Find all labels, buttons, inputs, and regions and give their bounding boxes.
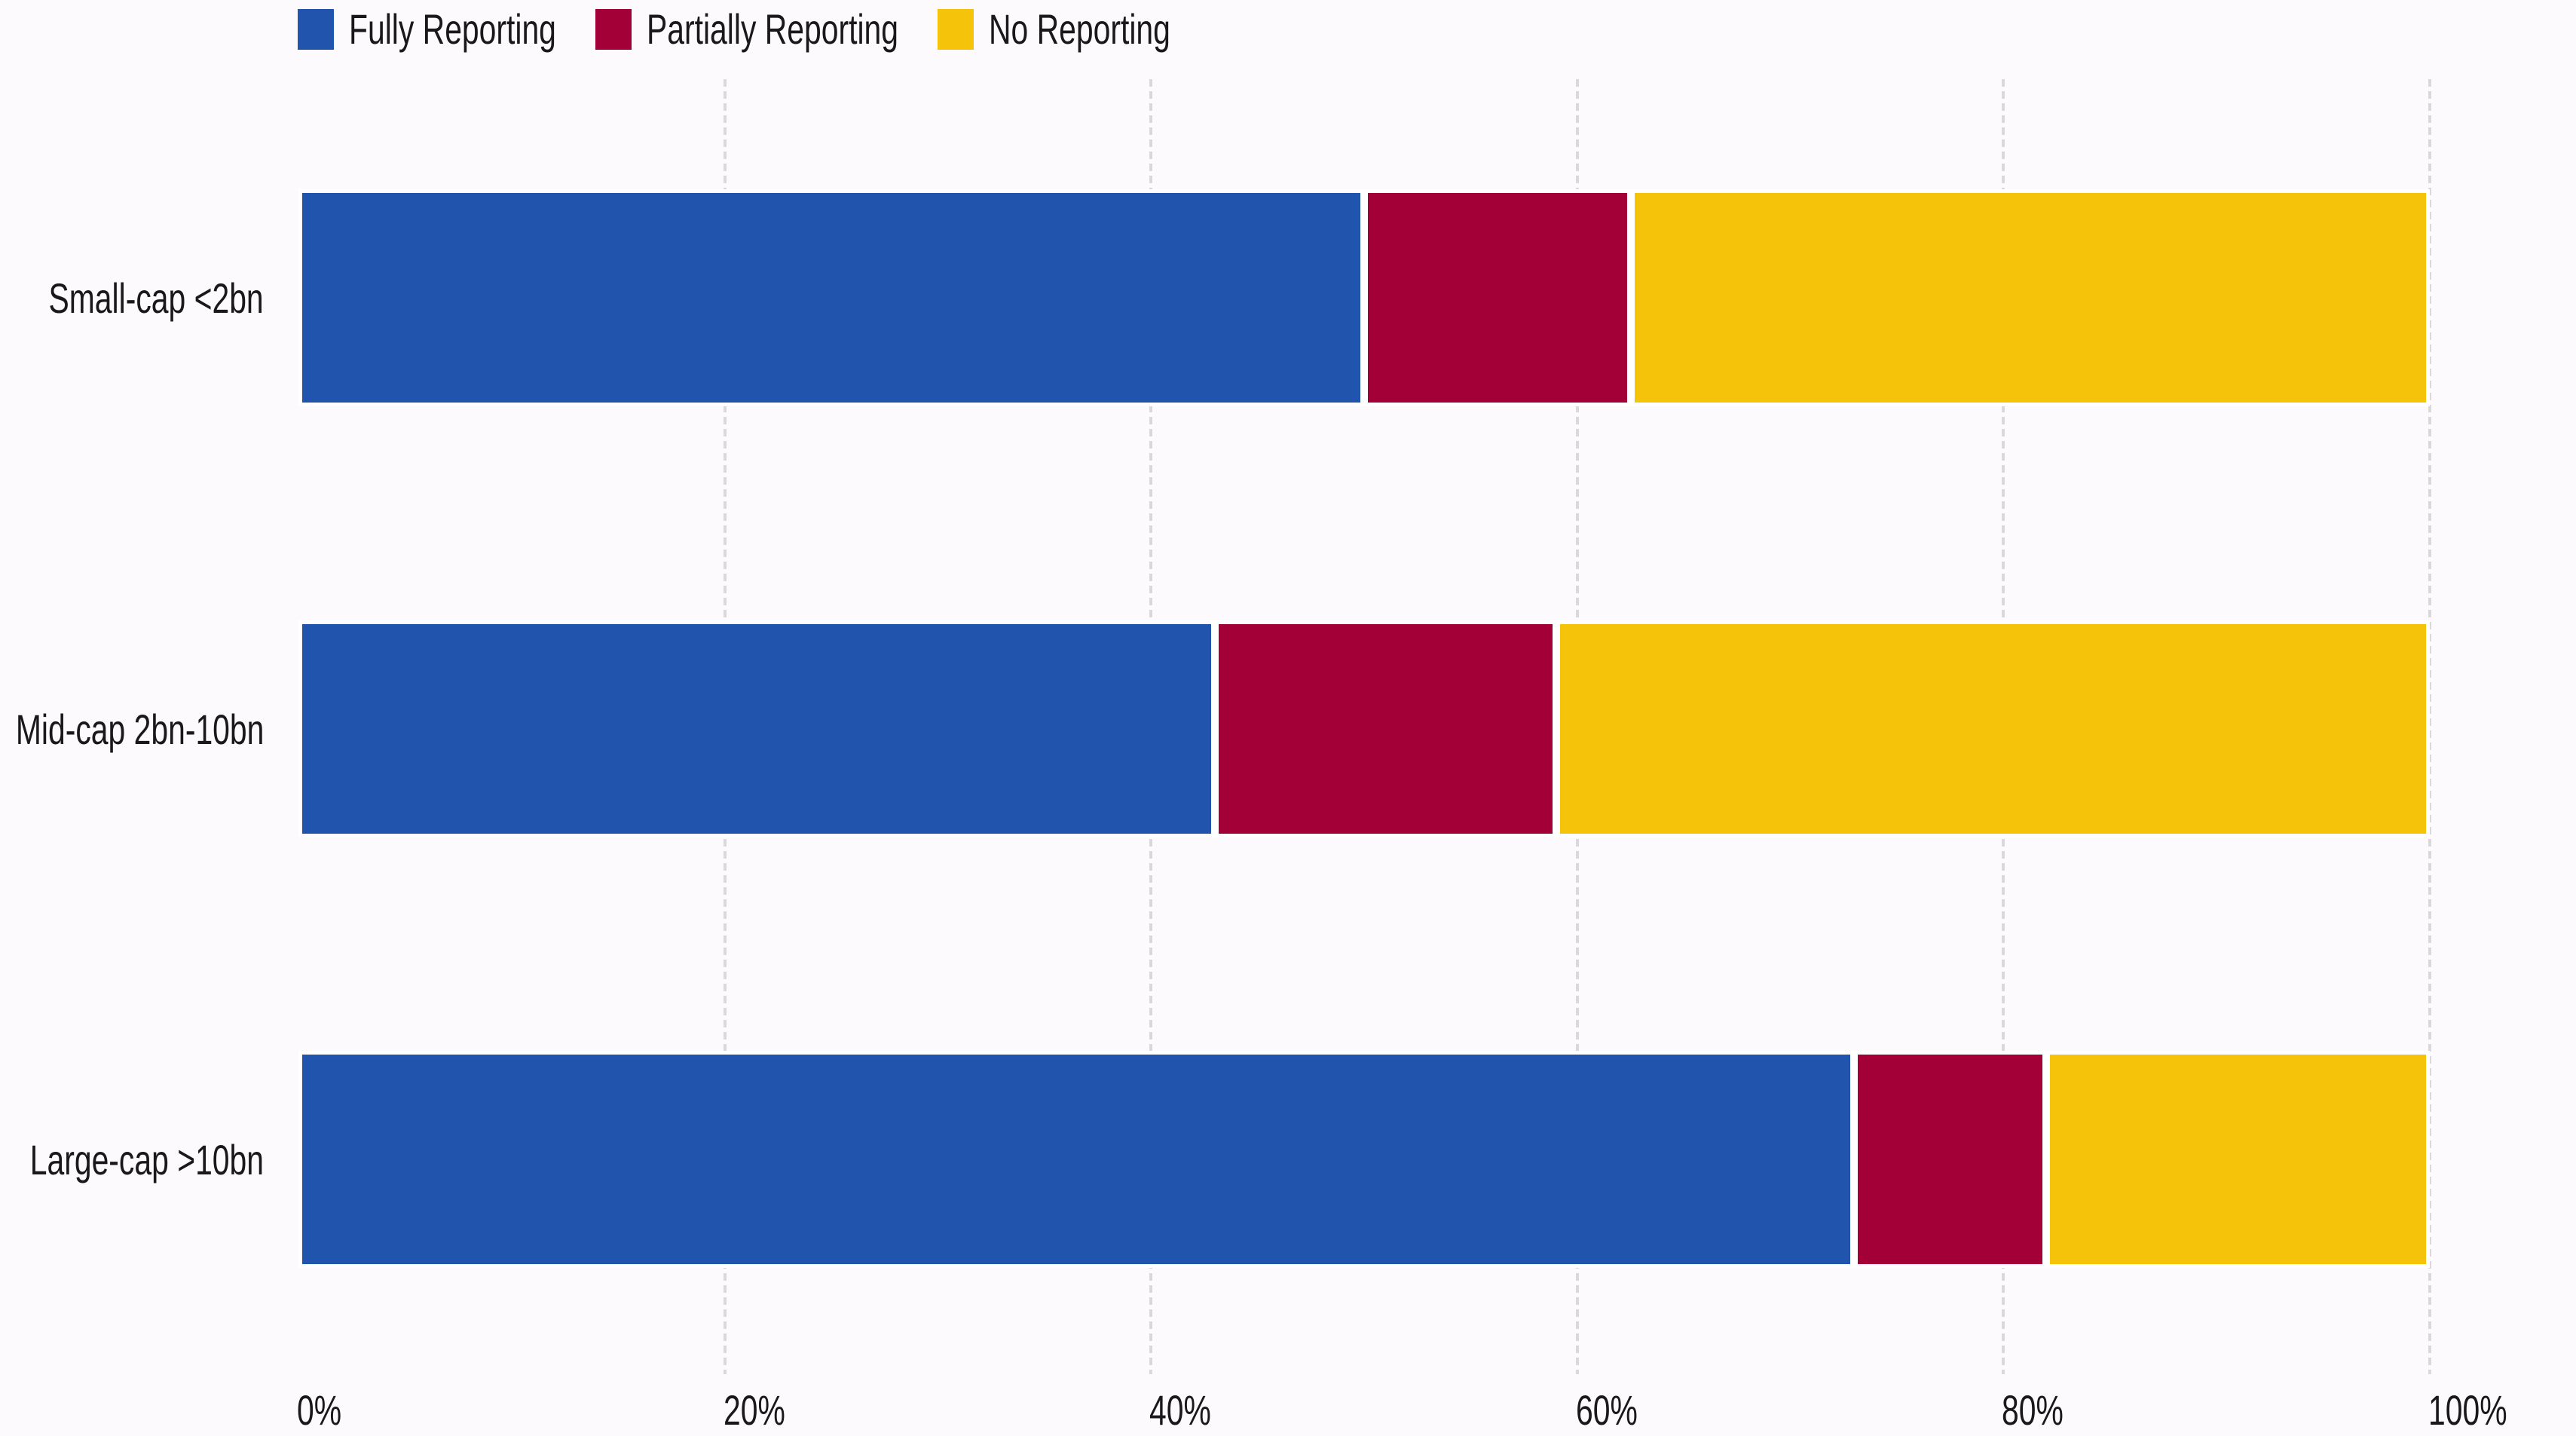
bar-segment [1854,1051,2046,1268]
blue-square-icon [298,8,334,50]
bar-row [298,1051,2430,1268]
x-axis-tick-label: 40% [1149,1386,1212,1434]
category-label: Large-cap >10bn [29,1135,264,1183]
bar-segment [1364,189,1631,406]
legend-label: No Reporting [988,5,1170,53]
legend-label: Partially Reporting [646,5,898,53]
category-label: Small-cap <2bn [48,274,264,322]
bar-segment [1630,189,2430,406]
gridline-100 [2428,79,2431,1374]
x-axis-tick-label: 80% [2002,1386,2064,1434]
category-label: Mid-cap 2bn-10bn [15,705,264,753]
bar-segment [298,620,1216,837]
x-axis-tick-label: 100% [2428,1386,2507,1434]
x-axis-tick-label: 20% [723,1386,785,1434]
legend-item: Fully Reporting [298,6,556,53]
bar-segment [298,189,1364,406]
legend-item: Partially Reporting [595,6,898,53]
category-label-box: Small-cap <2bn [0,189,264,406]
yellow-square-icon [937,8,974,50]
crimson-square-icon [595,8,632,50]
legend-label: Fully Reporting [349,5,556,53]
bar-row [298,189,2430,406]
x-axis-tick-label: 60% [1575,1386,1638,1434]
legend: Fully Reporting Partially Reporting No Rep… [298,6,1170,53]
legend-item: No Reporting [937,5,1170,53]
bar-row [298,620,2430,837]
category-label-box: Large-cap >10bn [0,1051,264,1268]
x-axis-tick-label: 0% [297,1386,342,1434]
bar-segment [1556,620,2430,837]
bar-segment [298,1051,1855,1268]
category-label-box: Mid-cap 2bn-10bn [0,620,264,837]
bar-segment [1215,620,1556,837]
bar-segment [2045,1051,2430,1268]
